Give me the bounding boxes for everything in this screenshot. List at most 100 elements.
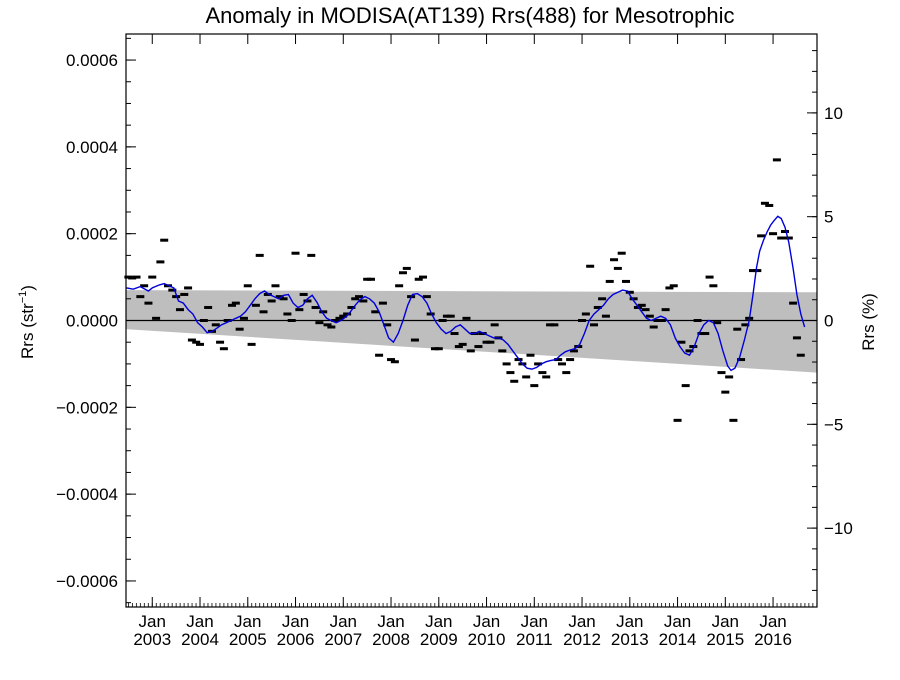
data-point [303,299,312,303]
data-point [279,297,288,301]
data-point [777,236,786,240]
data-point [247,342,256,346]
data-point [733,327,742,331]
x-tick-label-year: 2015 [706,630,744,649]
data-point [251,303,260,307]
data-point [765,203,774,207]
data-point [359,299,368,303]
x-tick-label-year: 2011 [516,630,553,649]
data-point [136,295,145,299]
y-axis-title-close: ) [18,285,37,291]
data-point [299,292,308,296]
data-point [410,338,419,342]
data-point [601,314,610,318]
data-point [422,295,431,299]
chart-title: Anomaly in MODISA(AT139) Rrs(488) for Me… [206,3,735,28]
data-point [454,345,463,349]
data-point [705,275,714,279]
data-point [446,314,455,318]
data-point [645,314,654,318]
data-point [419,275,428,279]
data-point [184,286,193,290]
x-tick-label-month: Jan [186,612,213,631]
x-tick-label-month: Jan [568,612,595,631]
data-point [152,316,161,320]
data-point [510,379,519,383]
x-tick-label-year: 2005 [229,630,267,649]
data-point [295,308,304,312]
data-point [175,308,184,312]
data-point [709,284,718,288]
x-tick-label-month: Jan [282,612,309,631]
x-tick-label-month: Jan [234,612,261,631]
data-point [311,305,320,309]
data-point [657,319,666,322]
data-point [223,319,232,322]
x-tick-label-year: 2010 [468,630,506,649]
data-point [613,266,622,270]
y2-tick-label: −10 [824,519,853,538]
y-axis: 0.0006 0.0004 0.0002 0.0000 −0.0002 −0.0004 −0… [56,37,136,604]
y-tick-label: −0.0002 [56,398,118,417]
x-tick-label-month: Jan [521,612,548,631]
x-tick-label-year: 2006 [277,630,315,649]
y2-tick-label: 5 [824,208,833,227]
y-tick-label: −0.0006 [56,572,118,591]
data-point [287,319,296,322]
x-tick-label-month: Jan [330,612,357,631]
data-point [259,310,268,314]
data-point [669,284,678,288]
data-point [271,284,280,288]
data-point [474,345,483,349]
data-point [665,286,674,290]
data-point [605,279,614,283]
data-point [586,264,595,268]
data-point [398,271,407,275]
y-tick-label: 0.0002 [66,225,118,244]
data-point [502,362,511,366]
data-point [219,347,228,351]
data-point [331,319,340,322]
data-point [383,323,392,327]
data-point [769,232,778,236]
x-tick-label-month: Jan [616,612,643,631]
data-point [557,362,566,366]
data-point [347,305,356,309]
y-tick-label: 0.0004 [66,138,118,157]
data-point [148,275,157,279]
data-point [466,349,475,353]
x-tick-label-year: 2009 [420,630,458,649]
marker-series [124,158,805,422]
data-point [204,305,213,309]
x-tick-label-month: Jan [664,612,691,631]
x-tick-label-year: 2013 [611,630,649,649]
data-point [498,349,507,353]
data-point [387,358,396,362]
data-point [426,312,435,316]
data-point [231,301,240,305]
data-point [581,312,590,316]
x-tick-label-month: Jan [377,612,404,631]
data-point [637,303,646,307]
data-point [693,319,702,322]
data-point [649,325,658,329]
data-point [526,353,535,357]
data-point [414,277,423,281]
x-tick-label-year: 2014 [659,630,697,649]
data-point [610,258,619,262]
data-point [327,325,336,329]
data-point [621,279,630,283]
svg-text:Rrs (str−1): Rrs (str−1) [17,285,37,359]
data-point [339,314,348,318]
x-tick-label-month: Jan [139,612,166,631]
data-point [522,375,531,379]
data-point [685,349,694,353]
x-tick-label-month: Jan [759,612,786,631]
data-point [343,312,352,316]
data-point [784,236,793,240]
data-point [458,342,467,346]
data-point [402,266,411,270]
data-point [781,230,790,234]
